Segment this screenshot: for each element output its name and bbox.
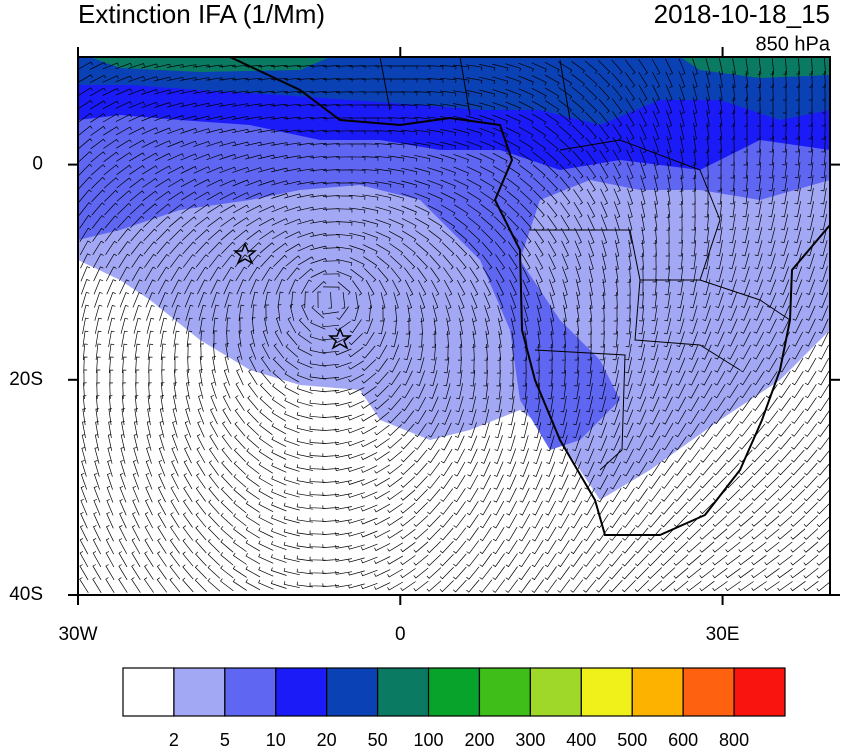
coastline — [229, 57, 830, 536]
y-tick-label: 0 — [32, 154, 43, 175]
colorbar-box — [122, 667, 175, 717]
colorbar-label: 600 — [668, 730, 698, 750]
colorbar-label: 100 — [414, 730, 444, 750]
y-tick-label: 40S — [9, 584, 43, 605]
colorbar-label: 500 — [617, 730, 647, 750]
star-marker — [232, 242, 353, 350]
borders — [379, 57, 791, 471]
colorbar-box — [733, 667, 786, 717]
colorbar-box — [377, 667, 430, 717]
colorbar-box — [224, 667, 277, 717]
title: Extinction IFA (1/Mm) — [78, 0, 325, 29]
x-tick-label: 0 — [395, 624, 406, 645]
level: 850 hPa — [755, 33, 830, 55]
map-frame — [77, 56, 831, 596]
y-tick-label: 20S — [9, 369, 43, 390]
colorbar-box — [173, 667, 226, 717]
colorbar-box — [580, 667, 633, 717]
colorbar-label: 5 — [220, 730, 230, 750]
colorbar-label: 400 — [566, 730, 596, 750]
colorbar-label: 800 — [719, 730, 749, 750]
colorbar-label: 10 — [266, 730, 286, 750]
colorbar-box — [529, 667, 582, 717]
x-tick-label: 30E — [706, 624, 740, 645]
map-field — [78, 57, 830, 593]
valid-time: 2018-10-18_15 — [654, 0, 830, 29]
colorbar-label: 2 — [169, 730, 179, 750]
colorbar-label: 50 — [368, 730, 388, 750]
colorbar-box — [275, 667, 328, 717]
colorbar-label: 20 — [317, 730, 337, 750]
colorbar-box — [478, 667, 531, 717]
x-tick-label: 30W — [58, 624, 97, 645]
colorbar-label: 200 — [464, 730, 494, 750]
colorbar-box — [326, 667, 379, 717]
colorbar-box — [682, 667, 735, 717]
plume-teal — [90, 57, 830, 78]
colorbar-box — [427, 667, 481, 717]
colorbar-box — [631, 667, 684, 717]
colorbar-label: 300 — [515, 730, 545, 750]
wind-barbs — [78, 57, 830, 593]
